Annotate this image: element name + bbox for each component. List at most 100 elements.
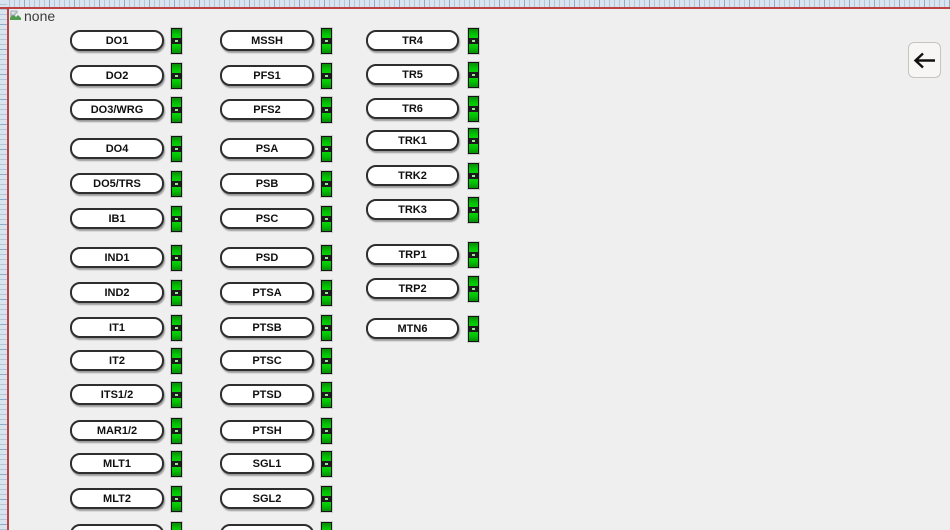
toggle-indicator-ptsd[interactable] [320, 381, 333, 409]
toggle-indicator-tr4[interactable] [467, 27, 480, 55]
device-button-do2[interactable]: DO2 [70, 65, 164, 86]
ruler-top [0, 0, 950, 7]
device-button-mlt2[interactable]: MLT2 [70, 488, 164, 509]
toggle-indicator-do1[interactable] [170, 27, 183, 55]
toggle-indicator-trp2[interactable] [467, 275, 480, 303]
indicator-handle [322, 255, 331, 261]
device-button-tr4[interactable]: TR4 [366, 30, 459, 51]
toggle-indicator-tr5[interactable] [467, 61, 480, 89]
toggle-indicator-trk3[interactable] [467, 196, 480, 224]
toggle-indicator-psa[interactable] [320, 135, 333, 163]
indicator-handle [469, 106, 478, 112]
indicator-handle [172, 461, 181, 467]
toggle-indicator-trk2[interactable] [467, 162, 480, 190]
toggle-indicator-ptsh[interactable] [320, 417, 333, 445]
toggle-indicator-sgl1[interactable] [320, 450, 333, 478]
device-button-ptsb[interactable]: PTSB [220, 317, 314, 338]
device-button-ib1[interactable]: IB1 [70, 208, 164, 229]
toggle-indicator-ind1[interactable] [170, 244, 183, 272]
toggle-indicator-psd[interactable] [320, 244, 333, 272]
indicator-handle [322, 73, 331, 79]
broken-image-placeholder: none [9, 8, 55, 24]
toggle-indicator-ib1[interactable] [170, 205, 183, 233]
device-button-do5-trs[interactable]: DO5/TRS [70, 173, 164, 194]
indicator-handle [322, 428, 331, 434]
device-button-tr5[interactable]: TR5 [366, 64, 459, 85]
toggle-indicator-pfs1[interactable] [320, 62, 333, 90]
device-button-psc[interactable]: PSC [220, 208, 314, 229]
toggle-indicator-mlt2[interactable] [170, 485, 183, 513]
indicator-handle [322, 146, 331, 152]
device-button-pfs2[interactable]: PFS2 [220, 99, 314, 120]
toggle-indicator-its1-2[interactable] [170, 381, 183, 409]
device-button-mtn6[interactable]: MTN6 [366, 318, 459, 339]
toggle-indicator-ind2[interactable] [170, 279, 183, 307]
device-button-sgl1[interactable]: SGL1 [220, 453, 314, 474]
toggle-indicator-partial[interactable] [170, 521, 183, 530]
indicator-handle [172, 146, 181, 152]
toggle-indicator-mar1-2[interactable] [170, 417, 183, 445]
device-button-tr6[interactable]: TR6 [366, 98, 459, 119]
device-button-its1-2[interactable]: ITS1/2 [70, 384, 164, 405]
device-button-ptsd[interactable]: PTSD [220, 384, 314, 405]
device-button-do1[interactable]: DO1 [70, 30, 164, 51]
toggle-indicator-do2[interactable] [170, 62, 183, 90]
device-button-partial[interactable] [70, 524, 164, 530]
indicator-handle [322, 496, 331, 502]
device-button-partial[interactable] [220, 524, 314, 530]
toggle-indicator-mssh[interactable] [320, 27, 333, 55]
toggle-indicator-tr6[interactable] [467, 95, 480, 123]
device-button-mlt1[interactable]: MLT1 [70, 453, 164, 474]
device-button-psd[interactable]: PSD [220, 247, 314, 268]
indicator-handle [469, 252, 478, 258]
back-button[interactable] [908, 42, 941, 78]
indicator-handle [172, 216, 181, 222]
indicator-handle [172, 107, 181, 113]
device-button-ind2[interactable]: IND2 [70, 282, 164, 303]
indicator-handle [172, 496, 181, 502]
toggle-indicator-mtn6[interactable] [467, 315, 480, 343]
device-button-trk1[interactable]: TRK1 [366, 130, 459, 151]
device-button-psa[interactable]: PSA [220, 138, 314, 159]
toggle-indicator-psb[interactable] [320, 170, 333, 198]
toggle-indicator-it1[interactable] [170, 314, 183, 342]
indicator-handle [469, 207, 478, 213]
device-button-ind1[interactable]: IND1 [70, 247, 164, 268]
toggle-indicator-it2[interactable] [170, 347, 183, 375]
toggle-indicator-trk1[interactable] [467, 127, 480, 155]
image-alt-text: none [24, 8, 56, 24]
toggle-indicator-do5-trs[interactable] [170, 170, 183, 198]
toggle-indicator-sgl2[interactable] [320, 485, 333, 513]
toggle-indicator-trp1[interactable] [467, 241, 480, 269]
device-button-it2[interactable]: IT2 [70, 350, 164, 371]
device-button-trp1[interactable]: TRP1 [366, 244, 459, 265]
device-button-mar1-2[interactable]: MAR1/2 [70, 420, 164, 441]
indicator-handle [172, 38, 181, 44]
toggle-indicator-do4[interactable] [170, 135, 183, 163]
device-button-do3-wrg[interactable]: DO3/WRG [70, 99, 164, 120]
toggle-indicator-pfs2[interactable] [320, 96, 333, 124]
device-button-trp2[interactable]: TRP2 [366, 278, 459, 299]
indicator-handle [172, 428, 181, 434]
toggle-indicator-mlt1[interactable] [170, 450, 183, 478]
indicator-handle [322, 181, 331, 187]
device-button-it1[interactable]: IT1 [70, 317, 164, 338]
toggle-indicator-do3-wrg[interactable] [170, 96, 183, 124]
toggle-indicator-partial[interactable] [320, 521, 333, 530]
device-button-ptsh[interactable]: PTSH [220, 420, 314, 441]
toggle-indicator-psc[interactable] [320, 205, 333, 233]
device-button-psb[interactable]: PSB [220, 173, 314, 194]
device-button-sgl2[interactable]: SGL2 [220, 488, 314, 509]
indicator-handle [172, 255, 181, 261]
toggle-indicator-ptsa[interactable] [320, 279, 333, 307]
device-button-trk2[interactable]: TRK2 [366, 165, 459, 186]
device-button-ptsa[interactable]: PTSA [220, 282, 314, 303]
device-button-mssh[interactable]: MSSH [220, 30, 314, 51]
toggle-indicator-ptsc[interactable] [320, 347, 333, 375]
device-button-trk3[interactable]: TRK3 [366, 199, 459, 220]
toggle-indicator-ptsb[interactable] [320, 314, 333, 342]
device-button-ptsc[interactable]: PTSC [220, 350, 314, 371]
device-button-pfs1[interactable]: PFS1 [220, 65, 314, 86]
device-button-do4[interactable]: DO4 [70, 138, 164, 159]
